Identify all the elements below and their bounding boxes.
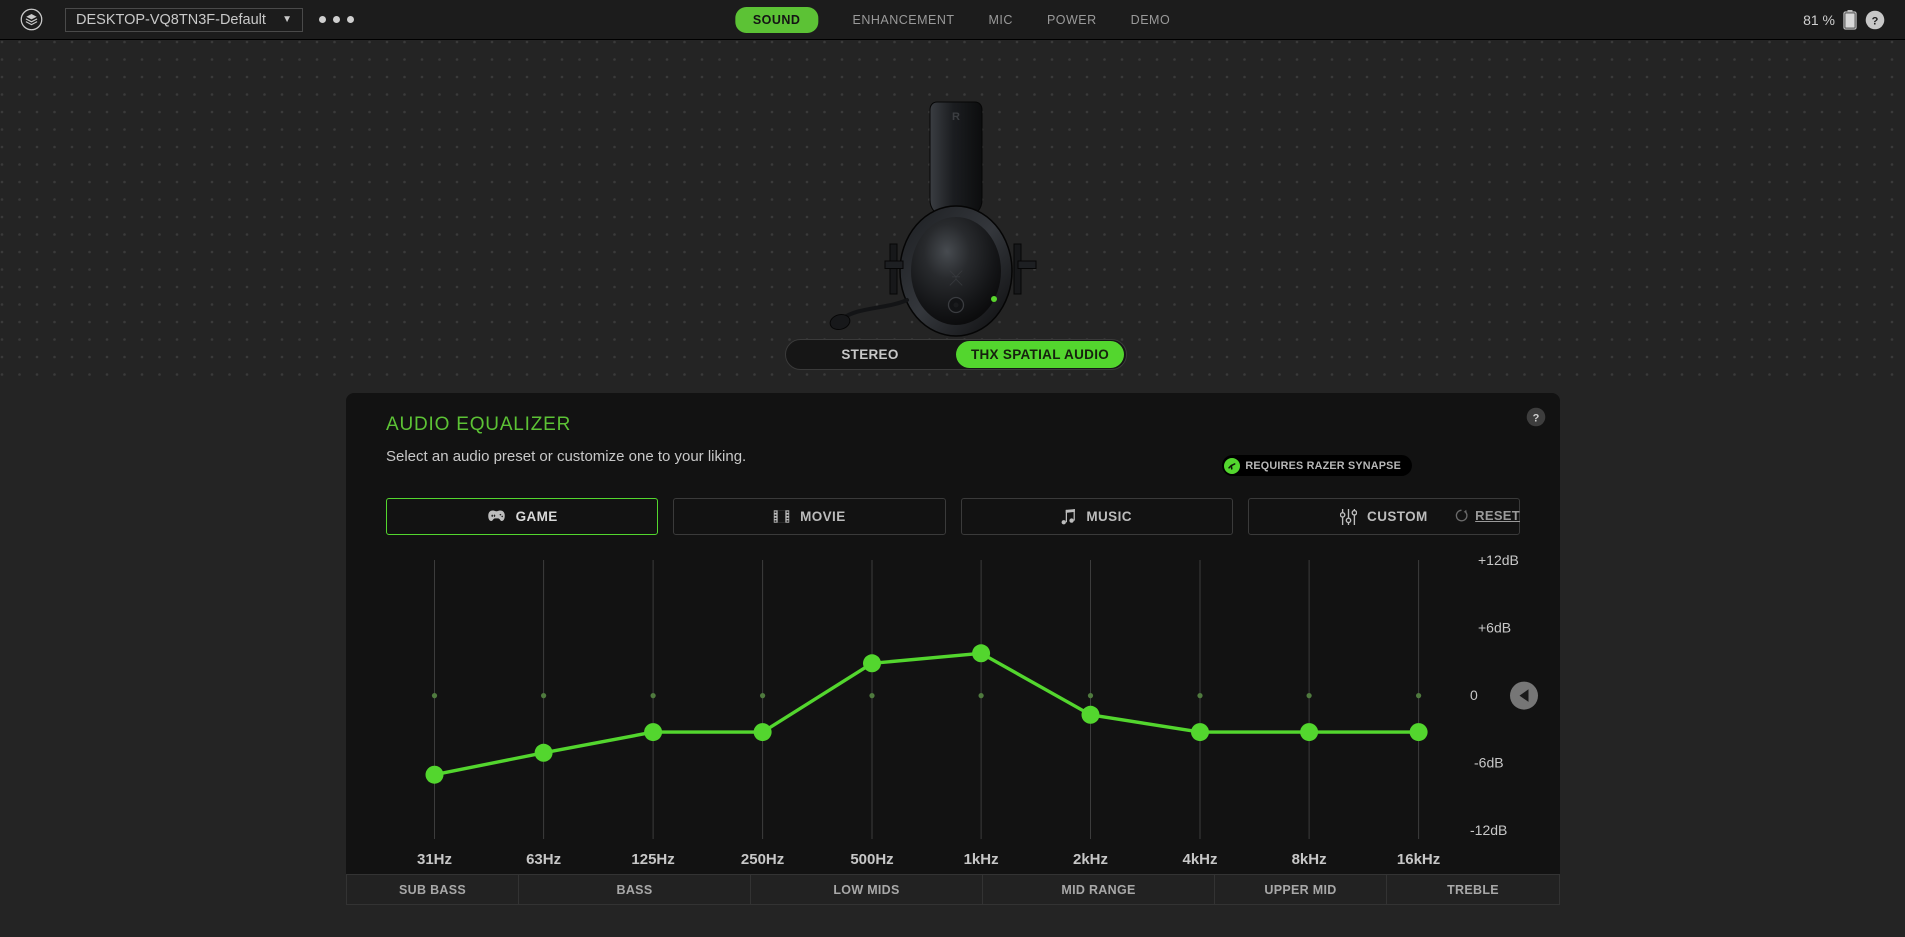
svg-text:-6dB: -6dB xyxy=(1474,755,1504,771)
svg-text:R: R xyxy=(952,111,960,123)
svg-text:+6dB: +6dB xyxy=(1478,620,1511,636)
svg-text:250Hz: 250Hz xyxy=(741,851,784,868)
svg-text:?: ? xyxy=(1872,16,1879,28)
svg-text:0: 0 xyxy=(1470,687,1478,703)
svg-text:63Hz: 63Hz xyxy=(526,851,561,868)
svg-text:125Hz: 125Hz xyxy=(631,851,674,868)
svg-text:+12dB: +12dB xyxy=(1478,552,1519,568)
svg-text:-12dB: -12dB xyxy=(1470,822,1507,838)
svg-text:16kHz: 16kHz xyxy=(1397,851,1440,868)
svg-text:31Hz: 31Hz xyxy=(417,851,452,868)
svg-text:500Hz: 500Hz xyxy=(850,851,893,868)
svg-text:8kHz: 8kHz xyxy=(1292,851,1327,868)
svg-text:1kHz: 1kHz xyxy=(964,851,999,868)
svg-text:2kHz: 2kHz xyxy=(1073,851,1108,868)
svg-text:4kHz: 4kHz xyxy=(1182,851,1217,868)
